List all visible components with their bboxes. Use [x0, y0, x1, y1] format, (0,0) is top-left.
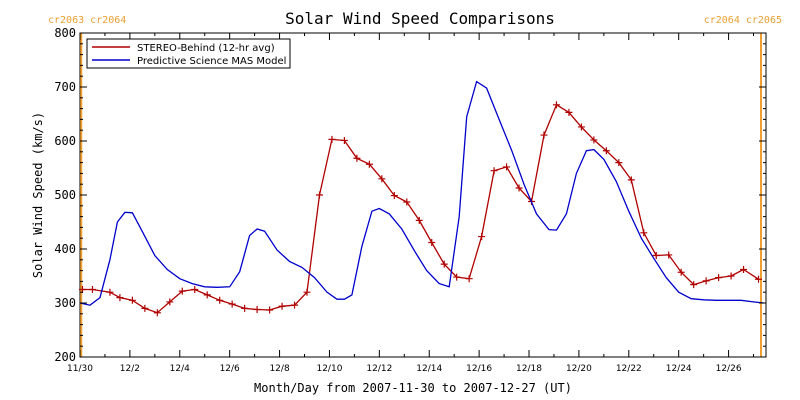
data-point [652, 251, 660, 259]
x-tick-label: 12/20 [566, 364, 592, 374]
data-point [116, 294, 124, 302]
data-point [565, 108, 573, 116]
y-tick-label: 800 [54, 26, 76, 40]
data-point [702, 277, 710, 285]
data-point [478, 233, 486, 241]
data-point [191, 286, 199, 293]
data-point [315, 191, 323, 199]
x-axis-label: Month/Day from 2007-11-30 to 2007-12-27 … [254, 381, 572, 395]
data-point [88, 286, 96, 293]
data-point [440, 260, 448, 268]
series-layer [78, 80, 764, 317]
y-axis-label: Solar Wind Speed (km/s) [31, 112, 45, 278]
data-point [665, 251, 673, 259]
data-point [340, 136, 348, 144]
plot-area [79, 32, 767, 358]
x-tick-label: 12/6 [220, 364, 240, 374]
data-point [465, 275, 473, 283]
series-0 [78, 101, 763, 317]
data-point [353, 154, 361, 162]
data-point [715, 274, 723, 282]
data-point [640, 229, 648, 237]
x-tick-label: 12/16 [466, 364, 492, 374]
x-tick-label: 12/24 [666, 364, 692, 374]
data-point [178, 287, 186, 295]
x-tick-label: 12/18 [516, 364, 542, 374]
data-point [552, 101, 560, 109]
data-point [577, 123, 585, 131]
data-point [540, 131, 548, 139]
data-point [241, 304, 249, 312]
data-point [403, 198, 411, 206]
data-point [615, 159, 623, 167]
y-tick-label: 700 [54, 80, 76, 94]
chart-title: Solar Wind Speed Comparisons [285, 9, 555, 28]
data-point [428, 239, 436, 247]
x-tick-label: 12/22 [616, 364, 642, 374]
data-point [602, 147, 610, 155]
x-tick-label: 11/30 [67, 364, 93, 374]
data-point [390, 192, 398, 200]
legend-box [86, 38, 291, 69]
x-tick-label: 12/2 [120, 364, 140, 374]
legend-label-model: Predictive Science MAS Model [137, 56, 286, 67]
data-point [253, 305, 261, 313]
carrington-label-right: cr2064 cr2065 [704, 15, 782, 26]
series-1 [79, 80, 764, 306]
series-line [82, 103, 759, 314]
data-point [740, 266, 748, 274]
y-tick-label: 400 [54, 242, 76, 256]
data-point [128, 296, 136, 304]
data-point [515, 184, 523, 192]
x-tick-label: 12/4 [170, 364, 190, 374]
carrington-markers [80, 33, 763, 357]
data-point [727, 272, 735, 280]
data-point [378, 175, 386, 183]
data-point [106, 288, 114, 296]
data-point [690, 281, 698, 289]
carrington-label-left: cr2063 cr2064 [48, 15, 126, 26]
data-point [365, 160, 373, 168]
data-point [291, 301, 299, 309]
data-point [203, 291, 211, 299]
data-point [228, 300, 236, 308]
data-point [303, 288, 311, 296]
x-tick-label: 12/10 [316, 364, 342, 374]
data-point [266, 306, 274, 314]
data-point [216, 296, 224, 304]
plot-frame [79, 32, 767, 358]
data-point [153, 309, 161, 317]
y-tick-label: 600 [54, 134, 76, 148]
x-tick-label: 12/8 [269, 364, 289, 374]
data-point [503, 163, 511, 171]
data-point [590, 136, 598, 144]
data-point [677, 268, 685, 276]
y-tick-label: 500 [54, 188, 76, 202]
data-point [328, 135, 336, 143]
y-tick-label: 200 [54, 350, 76, 364]
data-point [755, 275, 763, 283]
axes: 200 300 400 500 600 700 800 11/30 12/2 12/4 12/6 12… [54, 26, 766, 374]
x-tick-label: 12/12 [366, 364, 392, 374]
data-point [490, 167, 498, 175]
data-point [627, 176, 635, 184]
y-tick-label: 300 [54, 296, 76, 310]
x-tick-label: 12/26 [716, 364, 742, 374]
data-point [278, 302, 286, 310]
x-tick-label: 12/14 [416, 364, 442, 374]
data-point [141, 304, 149, 312]
legend-label-stereo: STEREO-Behind (12-hr avg) [137, 43, 275, 54]
series-line [79, 80, 764, 306]
data-point [166, 298, 174, 306]
data-point [415, 216, 423, 224]
legend: STEREO-Behind (12-hr avg) Predictive Sci… [86, 38, 291, 69]
data-point [453, 273, 461, 281]
